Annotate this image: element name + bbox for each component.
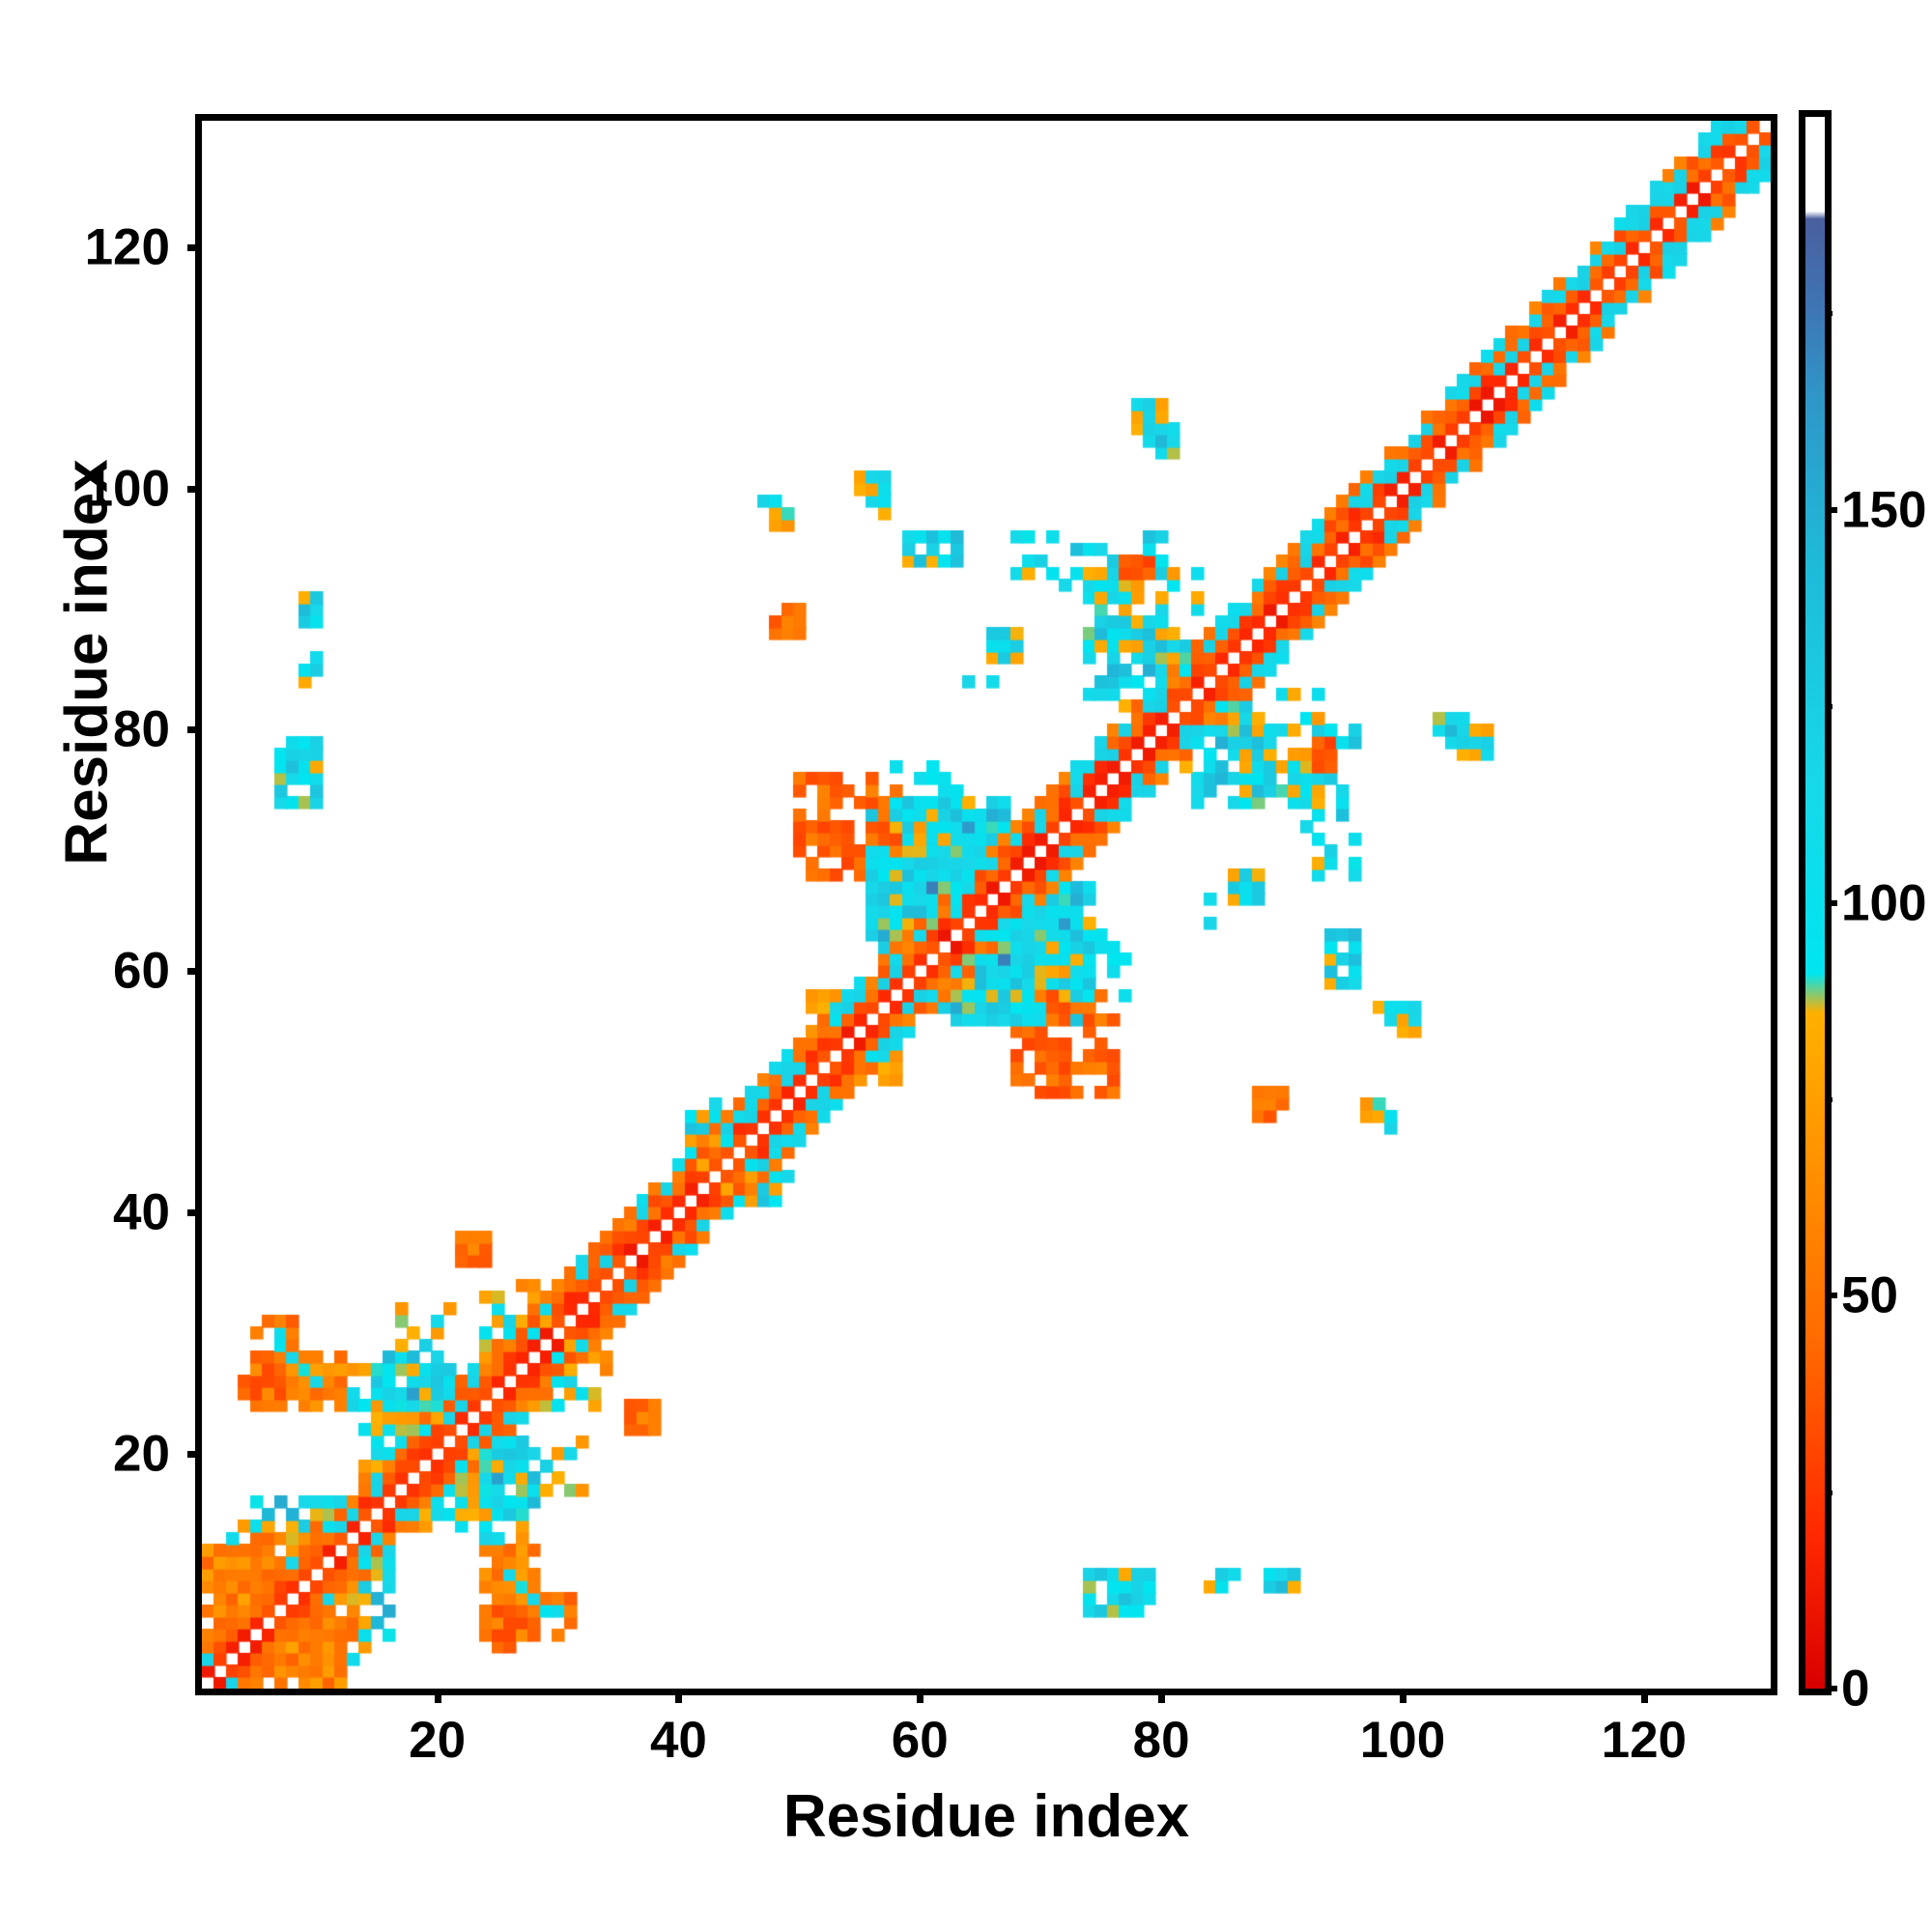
colorbar-label-50: 50 <box>1841 1266 1898 1324</box>
y-tick-20 <box>187 1450 202 1458</box>
colorbar-tick-0 <box>1825 1686 1837 1691</box>
y-axis-title: Residue index <box>53 459 121 866</box>
y-tick-120 <box>187 244 202 252</box>
x-tick-120 <box>1640 1689 1648 1703</box>
y-tick-40 <box>187 1208 202 1216</box>
colorbar-tick-50 <box>1825 1293 1837 1299</box>
x-tick-20 <box>434 1689 441 1703</box>
x-tick-100 <box>1399 1689 1406 1703</box>
colorbar-label-100: 100 <box>1841 874 1927 931</box>
x-tick-label-60: 60 <box>891 1712 949 1769</box>
y-tick-label-80: 80 <box>113 700 170 758</box>
y-tick-label-20: 20 <box>113 1425 170 1483</box>
x-tick-40 <box>675 1689 683 1703</box>
y-tick-label-120: 120 <box>84 218 170 276</box>
y-tick-label-100: 100 <box>84 460 170 518</box>
colorbar-tick-150 <box>1825 506 1837 513</box>
colorbar-minor-tick-125 <box>1825 704 1833 710</box>
colorbar: 0 50 100 150 <box>1799 110 1926 1718</box>
y-tick-label-40: 40 <box>113 1183 170 1241</box>
colorbar-minor-tick-75 <box>1825 1096 1833 1102</box>
x-tick-80 <box>1158 1689 1166 1703</box>
y-tick-60 <box>187 968 202 976</box>
contact-map-canvas <box>202 121 1771 1689</box>
colorbar-minor-tick-25 <box>1825 1490 1833 1495</box>
x-axis-title: Residue index <box>782 1783 1190 1850</box>
x-tick-label-40: 40 <box>649 1712 707 1769</box>
colorbar-label-150: 150 <box>1841 481 1927 539</box>
heatmap-plot-area <box>187 114 1777 1703</box>
y-tick-label-60: 60 <box>113 942 170 1000</box>
x-tick-60 <box>917 1689 924 1703</box>
colorbar-minor-tick-175 <box>1825 311 1833 317</box>
y-tick-80 <box>187 726 202 734</box>
x-tick-label-120: 120 <box>1601 1712 1688 1769</box>
x-tick-label-20: 20 <box>409 1712 467 1769</box>
colorbar-tick-100 <box>1825 899 1837 906</box>
colorbar-gradient <box>1805 117 1825 1689</box>
y-tick-100 <box>187 485 202 493</box>
x-tick-label-100: 100 <box>1359 1712 1446 1769</box>
x-tick-label-80: 80 <box>1132 1712 1190 1769</box>
colorbar-label-0: 0 <box>1841 1660 1870 1718</box>
